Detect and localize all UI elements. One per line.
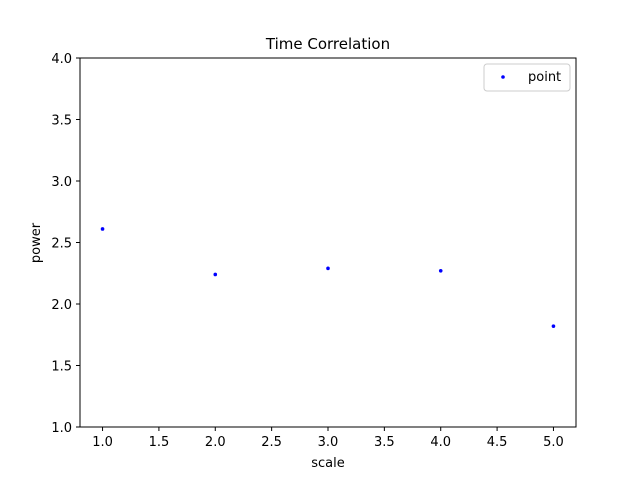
x-tick-label: 4.0	[430, 435, 451, 450]
legend-label: point	[528, 70, 561, 85]
y-axis-label: power	[29, 222, 44, 263]
y-tick-label: 1.0	[51, 421, 72, 436]
x-tick-label: 5.0	[543, 435, 564, 450]
y-tick-label: 1.5	[51, 360, 72, 375]
x-tick-label: 2.0	[205, 435, 226, 450]
y-tick-label: 4.0	[51, 52, 72, 67]
legend-marker	[501, 75, 505, 79]
y-tick-label: 3.5	[51, 114, 72, 129]
legend: point	[483, 63, 571, 92]
chart-title: Time Correlation	[265, 35, 390, 53]
data-point	[326, 266, 330, 271]
plot-area	[79, 57, 577, 428]
data-point	[100, 227, 105, 231]
data-point	[551, 324, 556, 328]
data-points	[100, 227, 556, 328]
x-tick-label: 3.5	[374, 435, 395, 450]
data-point	[213, 272, 218, 277]
data-point	[438, 268, 443, 273]
y-tick-label: 3.0	[51, 175, 72, 190]
x-axis-label: scale	[311, 456, 345, 471]
y-tick-label: 2.0	[51, 298, 72, 313]
x-tick-label: 2.5	[261, 435, 282, 450]
x-tick-label: 1.0	[92, 435, 113, 450]
y-tick-label: 2.5	[51, 237, 72, 252]
x-tick-label: 3.0	[318, 435, 339, 450]
legend-box	[483, 63, 571, 92]
x-tick-label: 4.5	[487, 435, 508, 450]
x-tick-label: 1.5	[149, 435, 170, 450]
y-axis-ticks: 1.0 1.5 2.0 2.5 3.0 3.5 4.0	[51, 52, 80, 436]
x-axis-ticks: 1.0 1.5 2.0 2.5 3.0 3.5 4.0 4.5 5.0	[92, 427, 564, 450]
